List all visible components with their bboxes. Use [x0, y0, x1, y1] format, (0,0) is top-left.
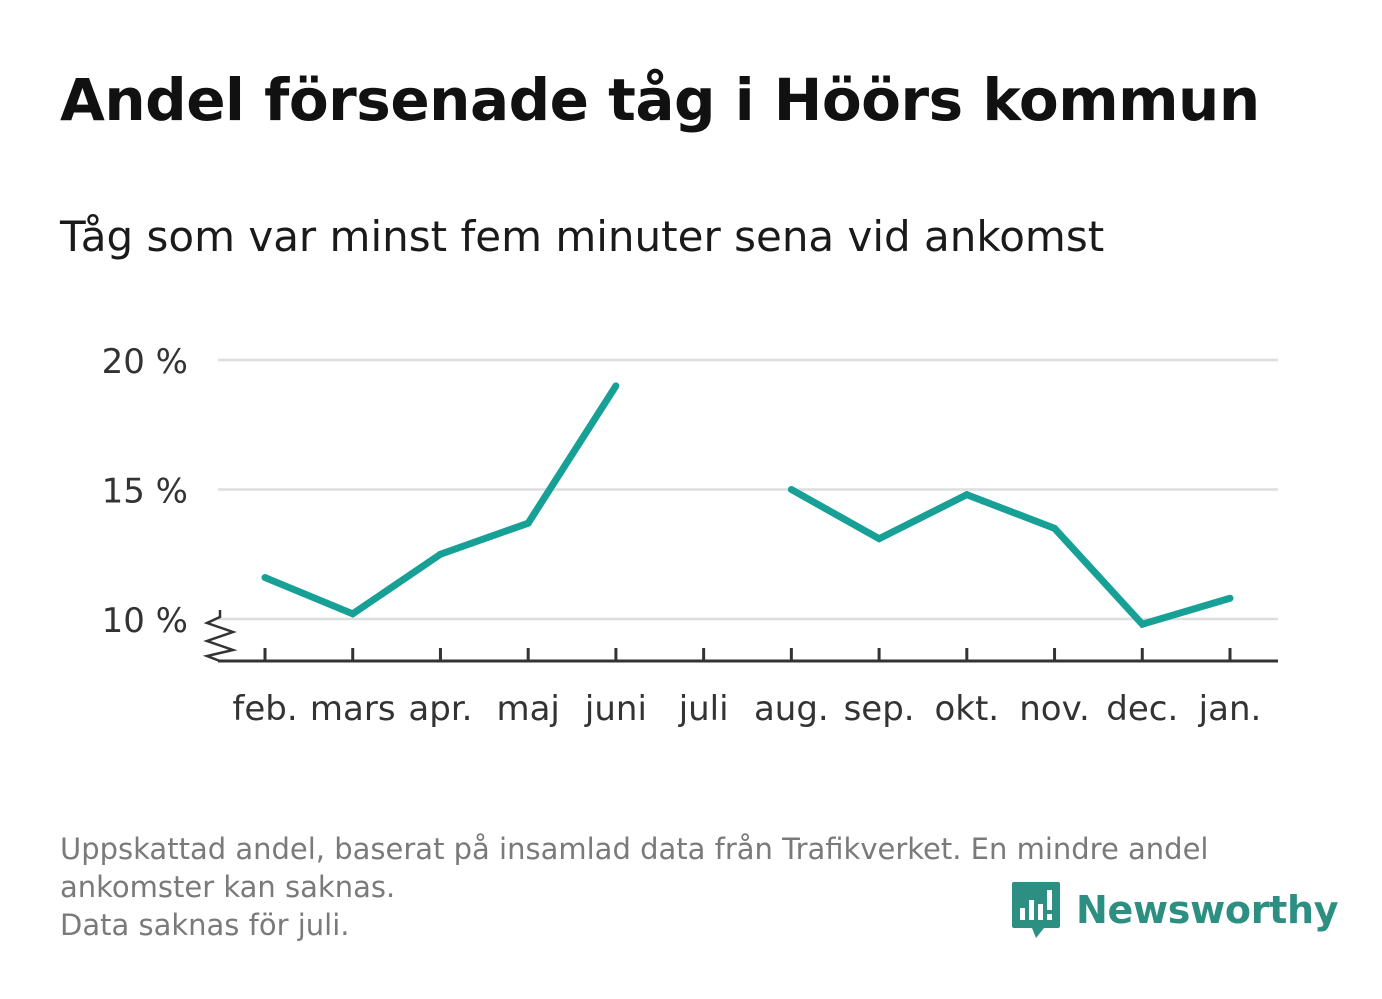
- data-point-feb.: [261, 574, 269, 582]
- x-axis-tick-labels: feb. mars apr. maj juni juli aug. sep. okt. nov. d…: [232, 689, 1261, 729]
- grid-lines: [218, 358, 1278, 621]
- x-axis: [202, 610, 1278, 663]
- newsworthy-chart-bubble-icon: [1012, 882, 1060, 938]
- x-tick-label-8: okt.: [934, 689, 999, 729]
- x-tick-label-10: dec.: [1106, 689, 1178, 729]
- footnote-line-3: Data saknas för juli.: [60, 908, 350, 942]
- chart-subtitle: Tåg som var minst fem minuter sena vid a…: [60, 212, 1105, 261]
- chart-title: Andel försenade tåg i Höörs kommun: [60, 66, 1260, 134]
- x-tick-label-3: maj: [496, 689, 559, 729]
- data-point-mars: [349, 610, 357, 618]
- footnote-line-2: ankomster kan saknas.: [60, 870, 396, 904]
- y-axis-tick-labels: 10 % 15 % 20 %: [102, 342, 188, 641]
- series-line-segment: [263, 384, 619, 618]
- data-point-maj: [524, 519, 532, 527]
- x-tick-label-1: mars: [310, 689, 396, 729]
- data-point-dec.: [1138, 620, 1146, 628]
- data-point-okt.: [963, 491, 971, 499]
- x-tick-label-5: juli: [678, 689, 729, 729]
- data-point-aug.: [787, 486, 795, 493]
- data-point-nov.: [1051, 524, 1059, 532]
- y-tick-label-10: 10 %: [102, 601, 188, 641]
- y-tick-label-20: 20 %: [102, 342, 188, 382]
- footnote: Uppskattad andel, baserat på insamlad da…: [60, 830, 1320, 944]
- data-point-juni: [612, 382, 620, 390]
- y-tick-label-15: 15 %: [102, 472, 188, 512]
- x-tick-label-0: feb.: [232, 689, 297, 729]
- x-tick-label-9: nov.: [1019, 689, 1090, 729]
- x-tick-label-7: sep.: [844, 689, 915, 729]
- x-tick-label-6: aug.: [754, 689, 829, 729]
- x-tick-label-2: apr.: [408, 689, 472, 729]
- series-line-segment: [789, 486, 1231, 629]
- data-point-apr.: [436, 550, 444, 558]
- footnote-line-1: Uppskattad andel, baserat på insamlad da…: [60, 832, 1209, 866]
- series-lines: [261, 382, 1234, 629]
- data-point-jan.: [1226, 594, 1234, 602]
- newsworthy-logo: Newsworthy: [1010, 878, 1339, 942]
- x-tick-label-4: juni: [584, 689, 647, 729]
- x-tick-label-11: jan.: [1198, 689, 1262, 729]
- logo-text: Newsworthy: [1076, 888, 1339, 932]
- axis-break-icon: [202, 610, 238, 663]
- data-point-sep.: [875, 535, 883, 543]
